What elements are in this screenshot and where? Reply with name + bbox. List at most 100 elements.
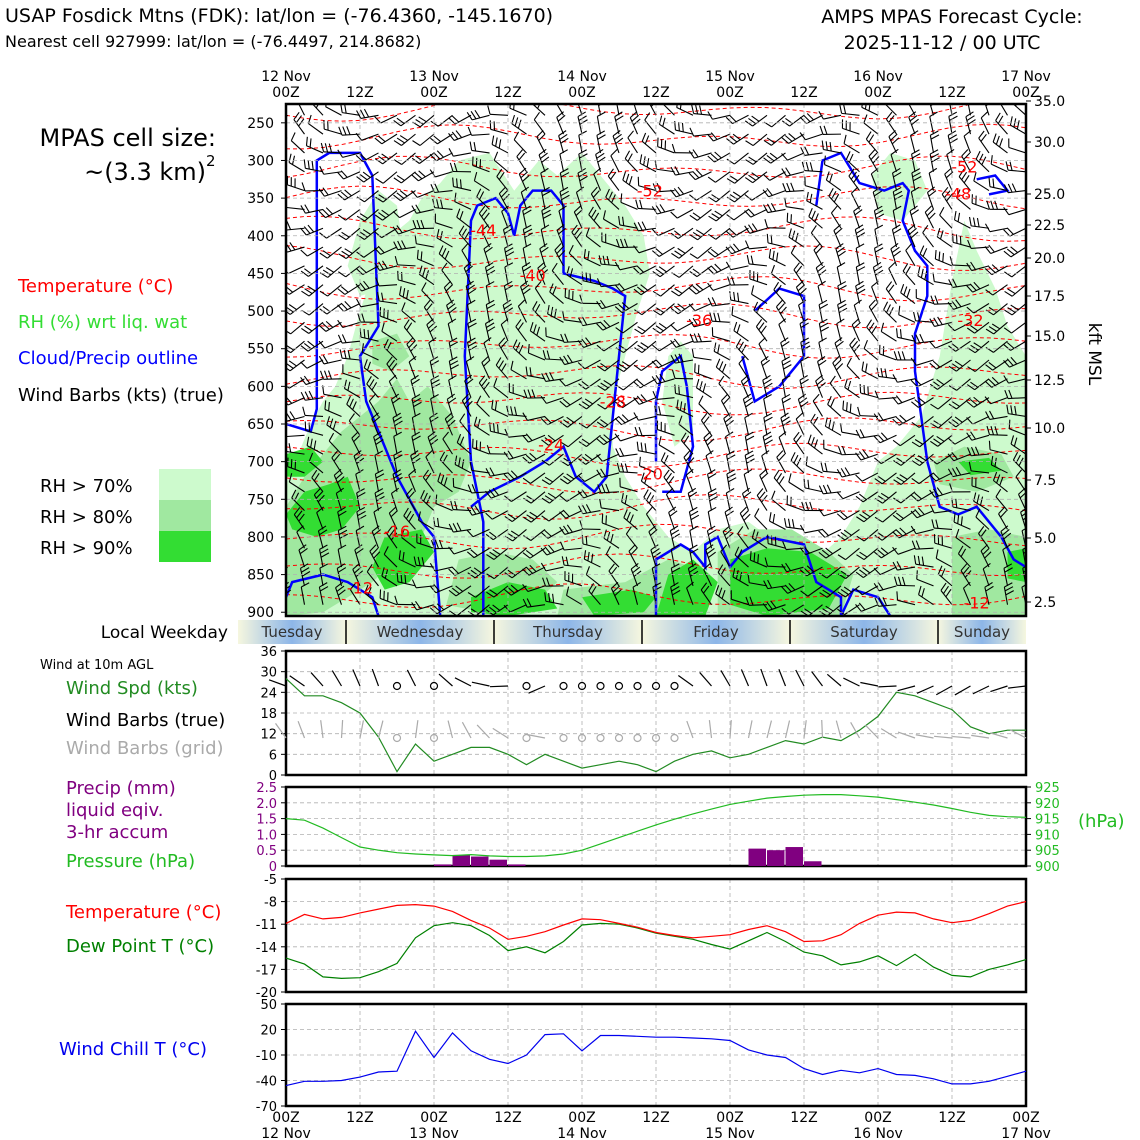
wind-barb-flag	[874, 205, 883, 212]
cell-size-value: ~(3.3 km)	[84, 158, 206, 186]
wind-barb-flag	[344, 104, 347, 114]
wind-barb-flag	[748, 174, 757, 181]
wind-barb-staff	[1008, 378, 1026, 384]
wind-barb	[932, 272, 953, 286]
wind-barb-flag	[318, 355, 325, 365]
wind-barb	[966, 261, 990, 272]
wind-barb-flag	[888, 130, 896, 138]
wind-barb	[700, 582, 712, 606]
wind-barb-staff	[828, 195, 842, 210]
wind-barb	[374, 450, 383, 474]
wind-barb-flag	[300, 563, 309, 569]
wind-barb-flag	[713, 312, 717, 322]
precip-legend-line3: 3-hr accum	[66, 822, 168, 843]
wind-barb	[649, 104, 657, 116]
wind-barb-flag	[942, 253, 945, 263]
wind-barb	[841, 119, 860, 135]
wind-barb-flag	[430, 360, 440, 366]
wind-barb	[326, 416, 342, 436]
wind-barb-flag	[628, 544, 636, 552]
wind-barb-staff	[767, 585, 786, 590]
wind-barb	[601, 232, 620, 248]
wind-barb-flag	[692, 149, 699, 158]
wind-barb	[348, 413, 361, 436]
wind-barb	[707, 282, 731, 291]
wind-barb	[815, 261, 827, 285]
wind-barb-flag	[800, 401, 809, 408]
wind-barb	[744, 240, 768, 250]
wind-barb-flag	[991, 376, 1000, 384]
wind-barb-staff	[436, 237, 453, 248]
wind-barb-flag	[596, 469, 603, 478]
wind-barb-flag	[690, 514, 700, 521]
wind-barb	[298, 544, 308, 568]
wind-barb-flag	[908, 96, 914, 103]
wind-barb-flag	[874, 243, 883, 249]
wind-barb	[1003, 321, 1026, 334]
wind-barb-staff	[657, 378, 675, 385]
wind-barb-flag	[468, 345, 478, 351]
wind-barb	[731, 306, 749, 323]
wind-barb-flag	[758, 337, 766, 345]
wind-barb	[909, 130, 919, 154]
wind-barb-flag	[593, 212, 600, 221]
wind-barb-flag	[816, 378, 825, 386]
rh-region	[372, 333, 410, 372]
wind-barb-flag	[337, 288, 346, 295]
wind-barb-staff	[493, 566, 509, 580]
wind-barb-flag	[689, 127, 695, 137]
wind-barb-flag	[456, 178, 458, 188]
wind-barb-staff	[411, 398, 417, 417]
wind-barb-staff	[323, 359, 342, 365]
wind-barb-flag	[739, 571, 743, 582]
wind-barb-flag	[799, 397, 808, 404]
wind-barb-staff	[956, 197, 971, 210]
wind-barb-staff	[808, 216, 823, 229]
wind-barb-staff	[379, 300, 398, 305]
wind-barb-flag	[913, 555, 917, 565]
wind-barb-flag	[565, 556, 569, 566]
wind-barb	[848, 168, 860, 191]
wind-barb	[713, 342, 731, 361]
wind-barb	[356, 298, 379, 308]
wind-barb-staff	[993, 321, 1008, 335]
wind-barb-staff	[916, 297, 934, 305]
wind-barb	[374, 469, 385, 492]
surface-barb-grid	[821, 719, 824, 739]
wind-barb	[810, 413, 823, 436]
wind-barb-staff	[841, 112, 860, 116]
wind-barb-flag	[467, 592, 476, 598]
wind-barb-flag	[929, 474, 937, 482]
wind-barb	[390, 393, 401, 417]
wind-barb-flag	[597, 111, 606, 117]
wind-barb-flag	[463, 397, 471, 405]
wind-barb-flag	[745, 454, 755, 460]
wind-barb-staff	[753, 309, 768, 323]
wind-barb-flag	[337, 149, 344, 158]
wind-barb-flag	[695, 283, 704, 291]
isotherm-label: -52	[951, 158, 977, 177]
wind-barb-flag	[418, 116, 427, 123]
wind-barb	[396, 572, 416, 587]
wind-barb-staff	[804, 170, 823, 173]
wind-barb-staff	[289, 303, 305, 315]
wind-barb-staff	[290, 140, 305, 154]
calm-circle	[522, 681, 531, 691]
wind-barb-flag	[429, 585, 437, 594]
wind-barb-flag	[766, 203, 773, 213]
wind-barb-flag	[420, 251, 423, 261]
wind-barb	[708, 190, 731, 203]
wind-barb-staff	[511, 491, 527, 502]
weekday-name: Thursday	[532, 623, 603, 641]
y-tick-label: -8	[264, 896, 277, 911]
wind-barb-staff	[379, 597, 398, 606]
wind-barb-flag	[823, 155, 826, 165]
wind-barb	[288, 473, 305, 493]
wind-barb-staff	[342, 321, 361, 329]
wind-barb-flag	[810, 436, 815, 446]
wind-barb-staff	[371, 418, 380, 436]
pressure-tick-label: 750	[247, 492, 274, 508]
wind-barb-flag	[917, 507, 925, 515]
wind-barb-staff	[398, 227, 416, 235]
wind-barb-staff	[564, 359, 583, 366]
